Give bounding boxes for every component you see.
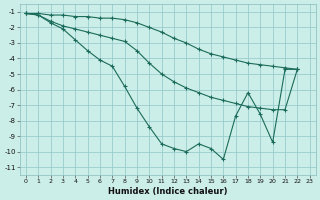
X-axis label: Humidex (Indice chaleur): Humidex (Indice chaleur) [108,187,228,196]
